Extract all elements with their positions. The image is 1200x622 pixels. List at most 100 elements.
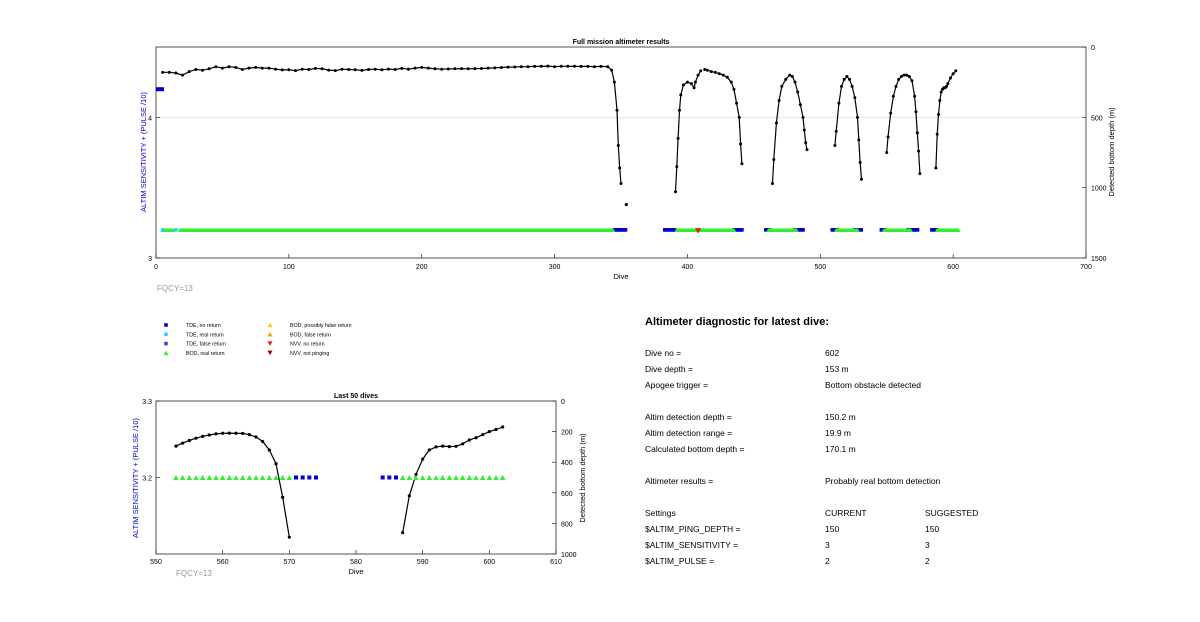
detected-depth-point: [721, 73, 725, 77]
suggested-header: SUGGESTED: [925, 508, 979, 518]
detected-depth-point: [676, 136, 680, 140]
apogee-trigger-value: Bottom obstacle detected: [825, 380, 921, 390]
detected-depth-point: [946, 82, 950, 86]
detected-depth-point: [400, 66, 404, 70]
full-mission-x-axis-label: Dive: [613, 272, 628, 281]
full-mission-right-tick-label: 500: [1091, 115, 1103, 122]
detected-depth-point: [853, 96, 857, 100]
diagnostic-title: Altimeter diagnostic for latest dive:: [645, 316, 829, 328]
last-50-x-tick-label: 580: [350, 559, 362, 566]
dive-no-label: Dive no =: [645, 348, 682, 358]
detected-depth-point: [214, 432, 218, 436]
full-mission-x-tick-label: 200: [416, 264, 428, 271]
detected-depth-point: [606, 65, 610, 69]
detected-depth-point: [307, 68, 311, 72]
detected-depth-point: [619, 181, 623, 185]
detected-depth-point: [494, 427, 498, 432]
bod-real-return-marker: [239, 475, 246, 480]
detected-depth-point: [320, 67, 324, 71]
detected-depth-point: [181, 441, 185, 445]
detected-depth-point: [214, 65, 218, 69]
bod-real-return-marker: [219, 475, 226, 480]
detected-depth-point: [735, 101, 739, 105]
ping-depth-label: $ALTIM_PING_DEPTH =: [645, 524, 741, 534]
sensitivity-current: 3: [825, 540, 830, 550]
detected-depth-point: [340, 67, 344, 71]
detected-depth-point: [848, 77, 852, 81]
detected-depth-point: [360, 68, 364, 72]
bod-real-return-marker: [486, 475, 493, 480]
detected-depth-point: [699, 69, 703, 73]
detected-depth-point: [740, 162, 744, 166]
detected-depth-point: [401, 530, 405, 535]
detected-depth-point: [221, 431, 225, 435]
tde-no-return-marker: [915, 228, 920, 232]
detected-depth-point: [907, 75, 911, 79]
bod-real-return-marker: [199, 475, 206, 480]
detected-depth-point: [780, 84, 784, 88]
detected-depth-point: [281, 495, 285, 499]
detected-depth-point: [333, 69, 337, 73]
detected-depth-point: [793, 80, 797, 84]
detected-depth-point: [247, 66, 251, 70]
detected-depth-point: [772, 158, 776, 162]
bod-real-return-marker: [213, 475, 219, 480]
legend-square-marker: [164, 323, 168, 327]
detected-depth-point: [446, 67, 450, 71]
tde-no-return-marker: [380, 475, 385, 480]
detected-depth-point: [696, 73, 700, 77]
bod-real-return-marker: [466, 475, 473, 480]
detected-depth-point: [902, 73, 906, 77]
bod-real-return-marker: [493, 475, 499, 480]
bod-real-return-marker: [610, 227, 616, 232]
legend-label: BOD, real return: [186, 351, 225, 357]
tde-real-return-marker: [160, 228, 165, 232]
detected-depth-point: [454, 444, 458, 448]
detected-depth-point: [802, 128, 806, 132]
detected-depth-point: [857, 138, 861, 142]
detected-depth-point: [187, 438, 191, 443]
detected-depth-point: [254, 65, 258, 69]
detected-depth-point: [693, 80, 697, 84]
detected-depth-point: [426, 66, 430, 70]
detected-depth-point: [473, 67, 477, 71]
legend-label: NVV, no return: [290, 342, 325, 348]
altim-detection-range-label: Altim detection range =: [645, 428, 733, 438]
detected-depth-point: [167, 70, 171, 74]
ping-depth-suggested: 150: [925, 524, 940, 534]
detected-depth-point: [406, 67, 410, 71]
pulse-label: $ALTIM_PULSE =: [645, 556, 715, 566]
detected-depth-point: [526, 65, 530, 69]
bod-real-return-marker: [173, 475, 179, 480]
detected-depth-point: [889, 111, 893, 115]
detected-depth-point: [227, 65, 231, 69]
detected-depth-point: [194, 68, 198, 72]
detected-depth-point: [897, 77, 901, 81]
detected-depth-point: [899, 75, 903, 79]
detected-depth-point: [294, 69, 297, 73]
bod-real-return-marker: [908, 227, 913, 232]
detected-depth-point: [533, 64, 537, 68]
detected-depth-point: [855, 115, 859, 119]
detected-depth-point: [234, 65, 238, 69]
detected-depth-point: [616, 143, 620, 147]
detected-depth-point: [467, 438, 471, 442]
detected-depth-point: [247, 433, 251, 437]
detected-depth-point: [380, 68, 384, 72]
detected-depth-point: [433, 67, 437, 71]
bod-real-return-marker: [406, 475, 413, 480]
detected-depth-point: [937, 113, 941, 117]
tde-no-return-marker: [623, 228, 628, 232]
bod-real-return-marker: [279, 475, 286, 480]
detected-depth-point: [685, 80, 689, 84]
last-50-right-tick-label: 400: [561, 460, 573, 467]
detected-depth-point: [493, 66, 497, 70]
legend-label: NVV, not pinging: [290, 351, 329, 357]
detected-depth-point: [945, 84, 948, 88]
detected-depth-point: [353, 68, 357, 72]
bod-real-return-marker: [426, 475, 433, 480]
apogee-trigger-label: Apogee trigger =: [645, 380, 709, 390]
full-mission-right-tick-label: 1000: [1091, 186, 1107, 193]
legend-up-triangle-marker: [163, 350, 169, 356]
